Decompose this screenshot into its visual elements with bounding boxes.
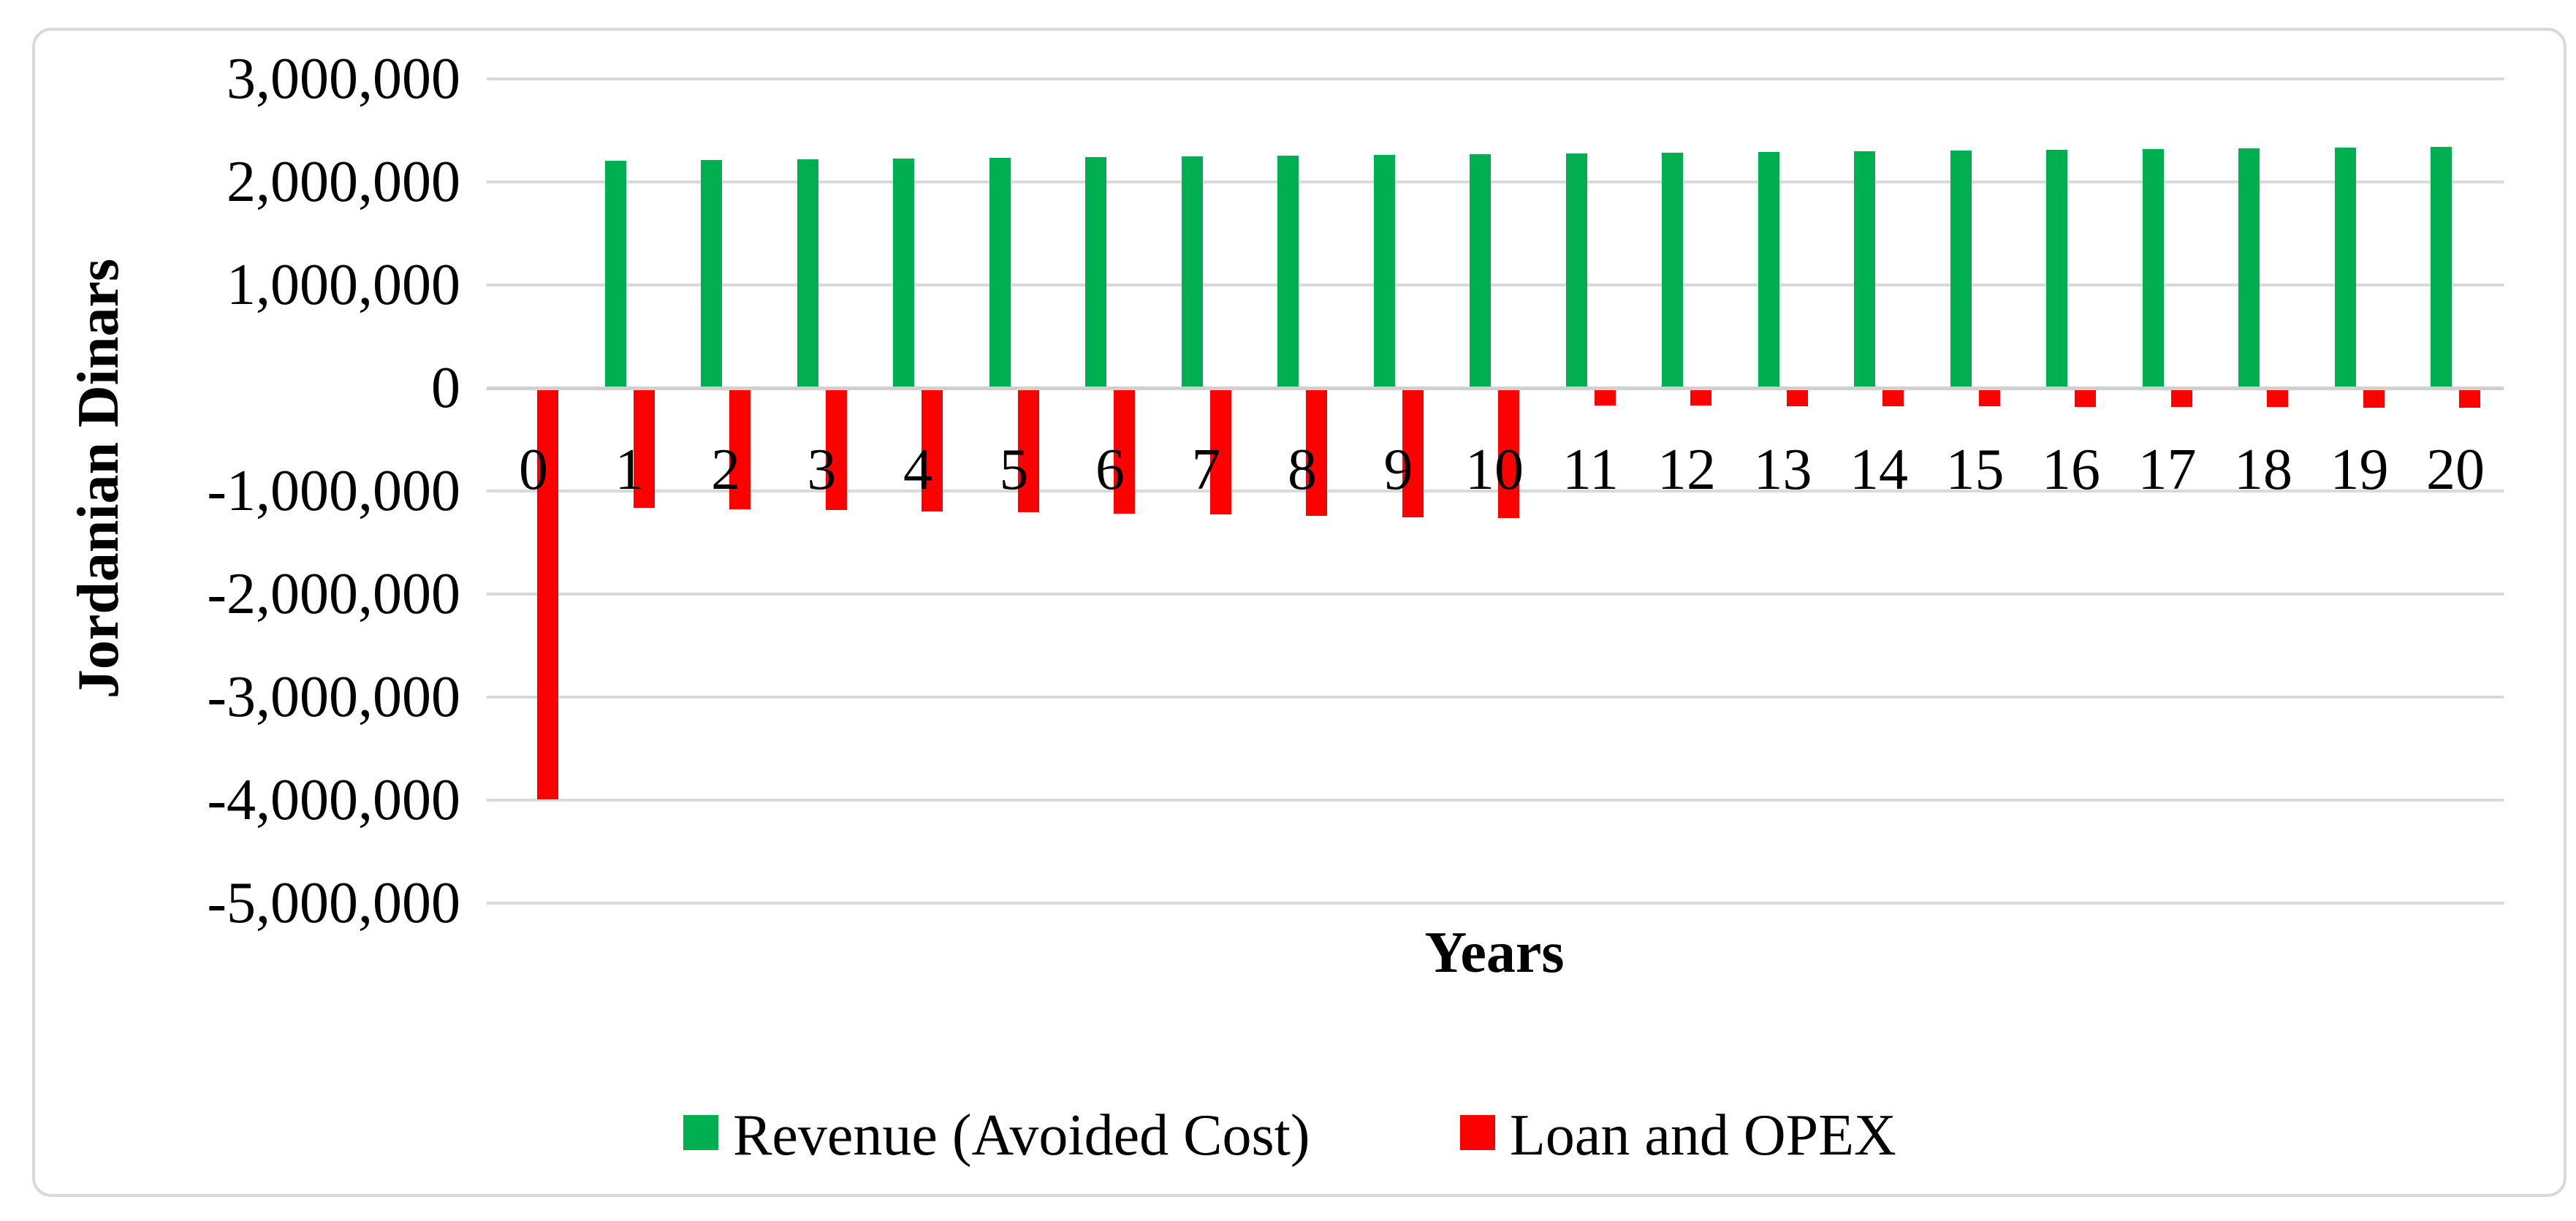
x-axis-category-label-2: 2 — [711, 438, 740, 502]
x-axis-category-label-20: 20 — [2426, 438, 2485, 502]
bar-loan-year-18 — [2267, 389, 2288, 408]
bar-revenue-year-16 — [2046, 150, 2067, 388]
x-axis-category-label-19: 19 — [2330, 438, 2389, 502]
x-axis-title: Years — [1424, 921, 1565, 985]
y-axis-tick-label: 0 — [431, 356, 460, 420]
y-axis-tick-label: 2,000,000 — [227, 150, 460, 214]
bar-revenue-year-20 — [2431, 147, 2452, 388]
y-axis-tick-label: 3,000,000 — [227, 47, 460, 111]
gridline-2000000 — [487, 180, 2504, 183]
y-axis-tick-label: 1,000,000 — [227, 253, 460, 317]
bar-loan-year-20 — [2459, 389, 2480, 408]
gridline--4000000 — [487, 799, 2504, 802]
x-axis-category-label-13: 13 — [1753, 438, 1812, 502]
gridline--5000000 — [487, 902, 2504, 905]
bar-revenue-year-17 — [2142, 149, 2164, 388]
x-axis-category-label-18: 18 — [2234, 438, 2292, 502]
gridline-1000000 — [487, 284, 2504, 286]
bar-loan-year-6 — [1114, 389, 1135, 514]
bar-loan-year-10 — [1498, 389, 1519, 519]
y-axis-title: Jordanian Dinars — [67, 258, 131, 699]
bar-loan-year-14 — [1882, 389, 1904, 406]
x-axis-category-label-17: 17 — [2138, 438, 2197, 502]
bar-revenue-year-2 — [701, 160, 722, 388]
bar-loan-year-0 — [537, 389, 558, 800]
bar-revenue-year-19 — [2334, 148, 2356, 388]
bar-revenue-year-7 — [1181, 156, 1203, 388]
bar-loan-year-8 — [1306, 389, 1327, 516]
legend-label-loan: Loan and OPEX — [1510, 1103, 1896, 1168]
gridline--1000000 — [487, 490, 2504, 492]
legend-label-revenue: Revenue (Avoided Cost) — [733, 1103, 1310, 1168]
bar-revenue-year-15 — [1950, 151, 1972, 388]
bar-revenue-year-6 — [1085, 157, 1106, 388]
bar-loan-year-16 — [2075, 389, 2096, 407]
bar-revenue-year-12 — [1662, 153, 1683, 388]
bar-loan-year-4 — [922, 389, 943, 511]
gridline--2000000 — [487, 593, 2504, 596]
y-axis-tick-label: -1,000,000 — [207, 459, 460, 523]
bar-revenue-year-1 — [604, 161, 626, 388]
y-axis-tick-label: -2,000,000 — [207, 562, 460, 626]
bar-revenue-year-8 — [1277, 156, 1299, 388]
y-axis-tick-label: -5,000,000 — [207, 871, 460, 935]
x-axis-category-label-10: 10 — [1465, 438, 1524, 502]
gridline--3000000 — [487, 696, 2504, 699]
x-axis-category-label-11: 11 — [1562, 438, 1619, 502]
x-axis-category-label-7: 7 — [1191, 438, 1221, 502]
bar-revenue-year-10 — [1470, 154, 1491, 388]
bar-revenue-year-11 — [1565, 153, 1587, 388]
bar-revenue-year-14 — [1854, 151, 1875, 388]
bar-revenue-year-13 — [1758, 152, 1779, 388]
x-axis-category-label-6: 6 — [1095, 438, 1125, 502]
x-axis-category-label-15: 15 — [1945, 438, 2005, 502]
x-axis-category-label-3: 3 — [807, 438, 837, 502]
bar-loan-year-5 — [1017, 389, 1039, 513]
bar-revenue-year-3 — [797, 159, 818, 388]
bar-revenue-year-18 — [2238, 148, 2260, 388]
x-axis-category-label-5: 5 — [999, 438, 1029, 502]
legend-swatch-loan-icon — [1460, 1115, 1495, 1150]
x-axis-category-label-4: 4 — [903, 438, 932, 502]
bar-loan-year-15 — [1978, 389, 2000, 407]
y-axis-tick-label: -4,000,000 — [207, 768, 460, 832]
bar-revenue-year-4 — [893, 159, 914, 388]
x-axis-category-label-1: 1 — [615, 438, 645, 502]
legend-item-revenue: Revenue (Avoided Cost) — [683, 1105, 1310, 1166]
x-axis-category-label-14: 14 — [1850, 438, 1908, 502]
bar-loan-year-17 — [2170, 389, 2192, 407]
x-axis-category-label-12: 12 — [1657, 438, 1716, 502]
legend-item-loan: Loan and OPEX — [1460, 1105, 1896, 1166]
x-axis-category-label-8: 8 — [1288, 438, 1317, 502]
bar-loan-year-13 — [1786, 389, 1808, 406]
bar-loan-year-7 — [1209, 389, 1231, 515]
bar-loan-year-12 — [1690, 389, 1711, 406]
bar-loan-year-3 — [825, 389, 847, 511]
x-axis-line — [487, 387, 2504, 390]
x-axis-category-label-16: 16 — [2042, 438, 2100, 502]
bar-revenue-year-9 — [1373, 155, 1395, 388]
bar-loan-year-2 — [729, 389, 751, 509]
bar-loan-year-19 — [2363, 389, 2385, 408]
legend-swatch-revenue-icon — [683, 1115, 718, 1150]
x-axis-category-label-0: 0 — [519, 438, 548, 502]
gridline-3000000 — [487, 77, 2504, 80]
y-axis-tick-label: -3,000,000 — [207, 665, 460, 729]
bar-loan-year-11 — [1594, 389, 1616, 406]
bar-loan-year-1 — [633, 389, 655, 509]
bar-loan-year-9 — [1402, 389, 1424, 517]
bar-revenue-year-5 — [989, 158, 1011, 388]
x-axis-category-label-9: 9 — [1383, 438, 1413, 502]
